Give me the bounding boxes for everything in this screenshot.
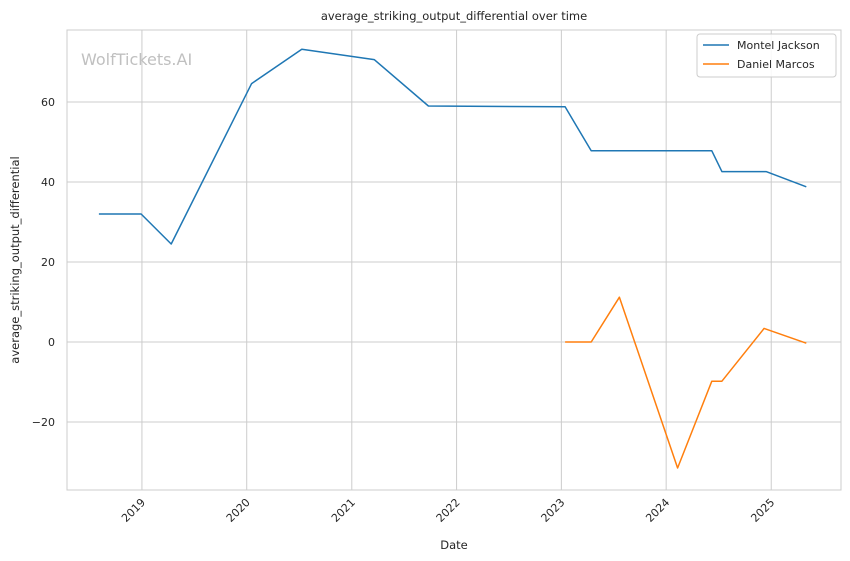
y-tick-label: −20 [32, 416, 55, 429]
x-axis-label: Date [440, 538, 468, 552]
series-line-daniel-marcos [565, 296, 807, 469]
legend-label-daniel-marcos: Daniel Marcos [737, 58, 815, 71]
x-tick-label: 2025 [748, 496, 777, 525]
legend-label-montel-jackson: Montel Jackson [737, 39, 820, 52]
y-tick-label: 60 [41, 96, 55, 109]
plot-frame [66, 29, 842, 491]
x-tick-label: 2023 [539, 496, 568, 525]
watermark: WolfTickets.AI [81, 50, 192, 69]
legend-box [696, 33, 837, 78]
y-tick-labels: 60 40 20 0 −20 [32, 96, 55, 429]
y-tick-label: 0 [48, 336, 55, 349]
series-line-montel-jackson [98, 48, 807, 245]
x-tick-label: 2024 [643, 496, 672, 525]
x-tick-label: 2021 [329, 496, 358, 525]
chart-title: average_striking_output_differential ove… [321, 9, 587, 23]
y-axis-label: average_striking_output_differential [8, 156, 22, 363]
grid-lines [67, 30, 841, 490]
series-lines [98, 48, 807, 469]
x-tick-label: 2020 [224, 496, 253, 525]
y-tick-label: 40 [41, 176, 55, 189]
legend: Montel Jackson Daniel Marcos [696, 33, 837, 78]
plot-area [67, 30, 841, 490]
x-tick-label: 2022 [434, 496, 463, 525]
x-tick-label: 2019 [119, 496, 148, 525]
y-tick-label: 20 [41, 256, 55, 269]
x-tick-labels: 2019 2020 2021 2022 2023 2024 2025 [119, 496, 777, 525]
